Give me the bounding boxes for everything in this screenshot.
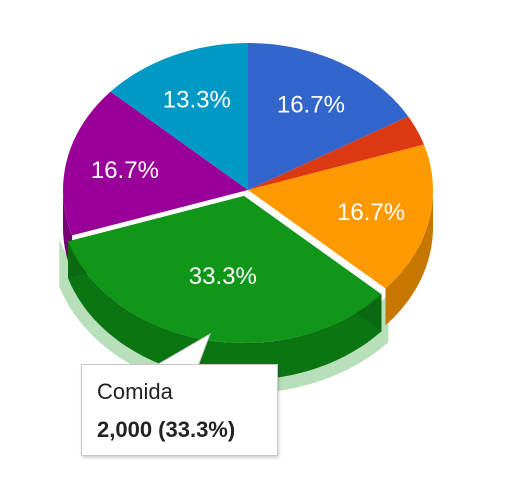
pie-slice-label: 16.7% — [91, 157, 159, 184]
pie-slice — [63, 91, 248, 236]
tooltip-series-name: Comida — [97, 379, 173, 404]
pie-slice — [248, 43, 409, 190]
tooltip-value: 2,000 (33.3%) — [97, 417, 236, 442]
pie-slice-label: 13.3% — [163, 87, 231, 114]
pie-label-group: 16.7% 16.7% 33.3% 16.7% 13.3% — [91, 87, 405, 290]
pie-slice-label: 33.3% — [189, 263, 257, 290]
pie-slice-label: 16.7% — [277, 91, 345, 118]
pie-slice-side — [68, 241, 382, 380]
pie-slice-label: 16.7% — [337, 199, 405, 226]
pie-slice — [248, 116, 424, 190]
pie-slice — [248, 144, 433, 289]
tooltip: Comida 2,000 (33.3%) — [81, 364, 278, 456]
pie-slice-side — [385, 190, 433, 326]
pie-slice — [110, 43, 248, 190]
pie-top-group — [63, 43, 433, 343]
pie-slice — [68, 196, 382, 343]
